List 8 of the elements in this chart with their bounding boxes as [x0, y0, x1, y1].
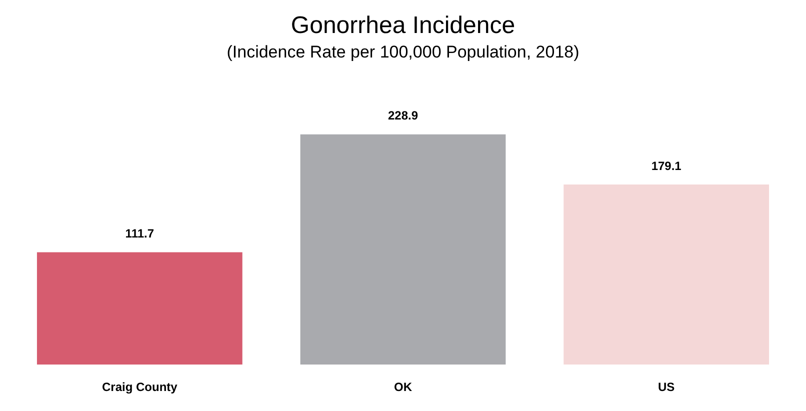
chart-title: Gonorrhea Incidence [290, 12, 516, 40]
x-tick-label: US [658, 380, 675, 394]
x-tick-label: Craig County [102, 380, 178, 394]
data-label: 111.7 [125, 226, 154, 241]
data-label: 228.9 [388, 108, 418, 123]
chart-subtitle: (Incidence Rate per 100,000 Population, 2018) [226, 42, 580, 62]
x-tick-label: OK [394, 380, 412, 394]
data-label: 179.1 [651, 158, 682, 173]
